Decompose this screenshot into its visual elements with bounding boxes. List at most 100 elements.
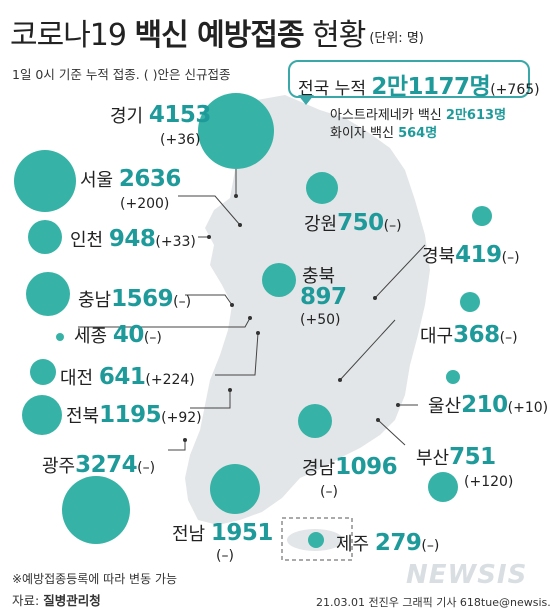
astra-label: 아스트라제네카 백신 <box>330 108 442 123</box>
summary-callout <box>288 60 530 98</box>
region-name: 충북 <box>302 266 336 287</box>
summary-callout-tail <box>298 95 314 105</box>
mainland-shape <box>185 95 430 525</box>
region-name: 경남 <box>302 458 336 479</box>
region-daegu: 대구368(–) <box>420 322 518 348</box>
bubble-ulsan <box>446 370 460 384</box>
astra-value: 2만613명 <box>445 108 507 123</box>
region-value: 279 <box>374 530 422 556</box>
title-prefix: 코로나19 <box>10 18 135 53</box>
jeju-box <box>281 517 353 561</box>
pfizer-value: 564명 <box>398 126 438 141</box>
bubble-gyeongnam <box>298 404 332 438</box>
region-value: 4153 <box>148 102 212 128</box>
summary-total-value: 2만1177명 <box>371 74 491 100</box>
region-busan-change: (+120) <box>464 474 514 490</box>
region-name: 인천 <box>70 230 104 251</box>
region-name: 세종 <box>74 326 108 347</box>
region-value: 40 <box>112 322 145 348</box>
region-change: (+224) <box>145 372 195 388</box>
region-value: 368 <box>453 322 500 348</box>
region-gyeongnam: 경남1096 <box>302 454 398 480</box>
region-name: 광주 <box>42 456 76 477</box>
region-change: (+92) <box>161 410 202 426</box>
region-name: 서울 <box>80 170 114 191</box>
region-value: 750 <box>337 210 384 236</box>
summary-astra: 아스트라제네카 백신 2만613명 <box>330 104 506 123</box>
subtitle: 1일 0시 기준 누적 접종. ( )안은 신규접종 <box>12 67 231 82</box>
region-seoul: 서울 2636 <box>80 166 181 192</box>
bubble-seoul <box>14 150 76 212</box>
region-jeonnam-change: (–) <box>216 548 234 564</box>
bubble-busan <box>428 472 458 502</box>
region-name: 전북 <box>66 406 100 427</box>
region-jeonbuk: 전북1195(+92) <box>66 402 202 428</box>
summary-pfizer: 화이자 백신 564명 <box>330 122 437 141</box>
region-value: 948 <box>108 226 156 252</box>
page-title: 코로나19 백신 예방접종 현황 (단위: 명) <box>10 10 424 54</box>
region-change: (–) <box>143 330 162 346</box>
summary-total: 전국 누적 2만1177명(+765) <box>298 67 540 101</box>
source: 자료: 질병관리청 <box>12 590 101 609</box>
region-chungbuk-value: 897 <box>300 284 347 310</box>
region-name: 대전 <box>60 368 94 389</box>
region-value: 641 <box>98 364 146 390</box>
region-value: 419 <box>455 242 502 268</box>
region-gyeongbuk: 경북419(–) <box>422 242 520 268</box>
region-busan: 부산751 <box>416 444 496 470</box>
bubble-gangwon <box>306 172 338 204</box>
bubble-jeonnam <box>210 464 260 514</box>
region-value: 751 <box>449 444 496 470</box>
bubble-sejong <box>56 333 64 341</box>
region-change: (–) <box>173 294 192 310</box>
region-name: 전남 <box>172 524 206 545</box>
bubble-gyeongbuk <box>472 206 492 226</box>
region-name: 부산 <box>416 448 450 469</box>
footnote: ※예방접종등록에 따라 변동 가능 <box>12 572 178 586</box>
region-value: 1569 <box>111 286 174 312</box>
region-change: (–) <box>501 250 520 266</box>
region-value: 2636 <box>118 166 182 192</box>
region-name: 대구 <box>420 326 454 347</box>
region-value: 3274 <box>75 452 138 478</box>
region-value: 1096 <box>335 454 398 480</box>
region-change: (–) <box>499 330 518 346</box>
region-gyeonggi-change: (+36) <box>160 132 201 148</box>
region-gyeonggi: 경기 4153 <box>110 102 211 128</box>
region-daejeon: 대전 641(+224) <box>60 364 195 390</box>
region-jeju: 제주 279(–) <box>336 530 439 556</box>
region-change: (+10) <box>507 400 549 416</box>
bubble-incheon <box>28 220 62 254</box>
region-incheon: 인천 948(+33) <box>70 226 196 252</box>
bubble-gyeonggi <box>198 93 274 169</box>
bubble-daegu <box>460 292 480 312</box>
summary-total-change: (+765) <box>490 82 540 98</box>
region-name: 제주 <box>336 534 370 555</box>
bubble-jeju <box>308 532 324 548</box>
region-change: (+33) <box>155 234 196 250</box>
region-name: 경북 <box>422 246 456 267</box>
title-unit: (단위: 명) <box>369 31 424 46</box>
title-bold: 백신 예방접종 <box>134 18 305 53</box>
bubble-gwangju <box>62 476 130 544</box>
region-value: 210 <box>461 392 508 418</box>
source-value: 질병관리청 <box>43 593 101 608</box>
region-ulsan: 울산210(+10) <box>428 392 548 418</box>
region-name: 울산 <box>428 396 462 417</box>
region-change: (–) <box>421 538 440 554</box>
region-name: 강원 <box>304 214 338 235</box>
region-name: 충남 <box>78 290 112 311</box>
bubble-jeonbuk <box>22 395 62 435</box>
region-gyeongnam-change: (–) <box>320 484 338 500</box>
region-chungnam: 충남1569(–) <box>78 286 191 312</box>
newsis-watermark: NEWSIS <box>406 560 528 590</box>
region-change: (–) <box>383 218 402 234</box>
title-suffix: 현황 <box>303 18 366 53</box>
summary-label: 전국 누적 <box>298 79 366 99</box>
region-value: 1951 <box>210 520 274 546</box>
region-value: 1195 <box>99 402 162 428</box>
region-gangwon: 강원750(–) <box>304 210 402 236</box>
bubble-chungnam <box>26 272 70 316</box>
region-sejong: 세종 40(–) <box>74 322 162 348</box>
